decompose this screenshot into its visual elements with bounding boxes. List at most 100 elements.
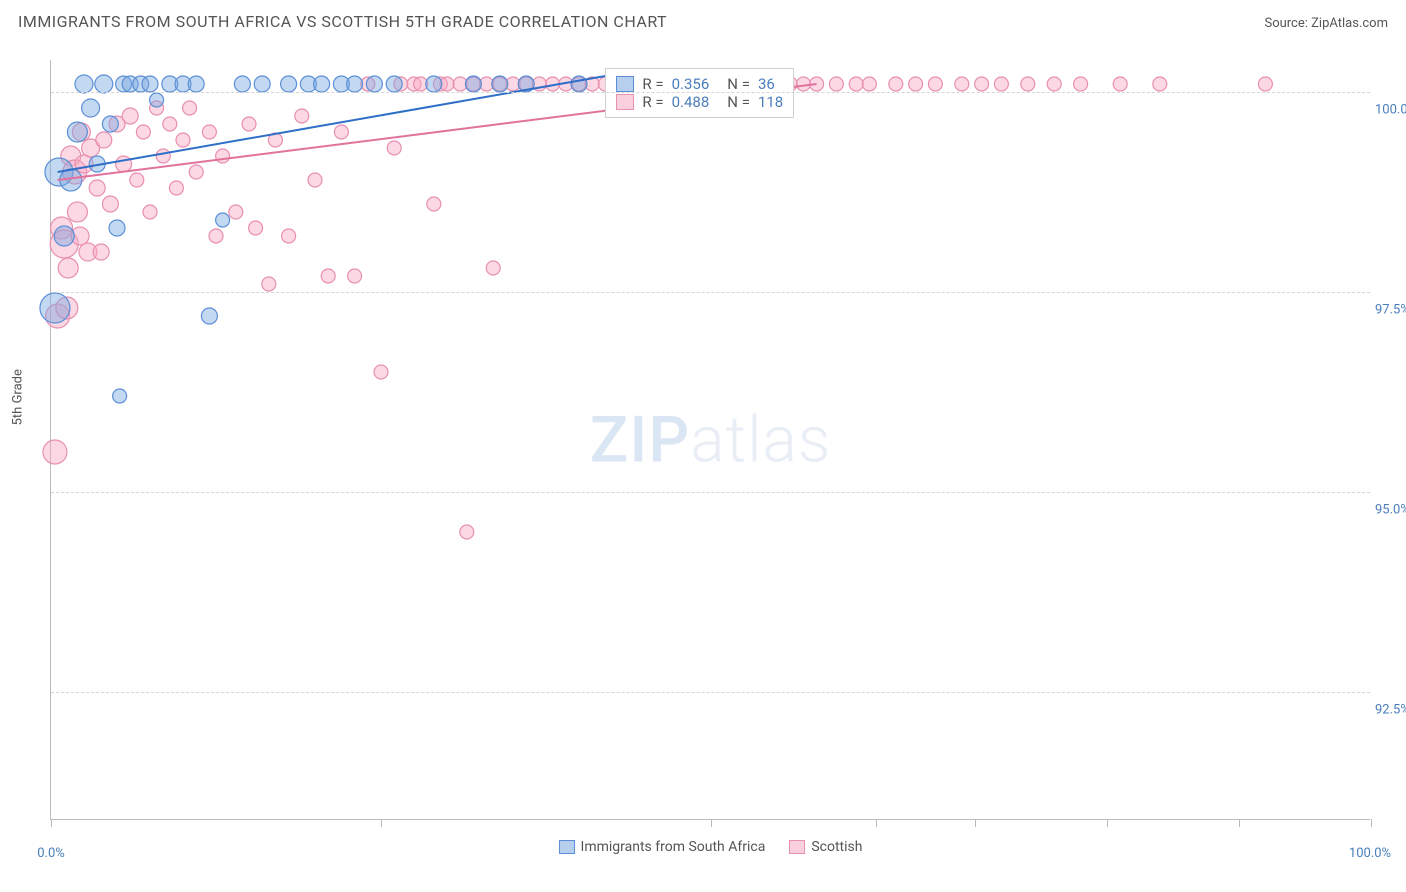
source-label: Source: ZipAtlas.com	[1264, 16, 1388, 31]
data-point	[183, 101, 197, 115]
y-tick-label: 100.0%	[1375, 103, 1406, 118]
data-point	[426, 76, 442, 92]
bottom-legend-item: Immigrants from South Africa	[559, 839, 766, 855]
bottom-legend: Immigrants from South Africa Scottish	[559, 839, 863, 855]
data-point	[202, 125, 216, 139]
scatter-svg	[51, 60, 1370, 819]
data-point	[189, 165, 203, 179]
x-axis-max-label: 100.0%	[1349, 846, 1391, 861]
x-axis-min-label: 0.0%	[37, 846, 65, 861]
x-tick	[1371, 819, 1372, 827]
x-tick	[711, 819, 712, 827]
data-point	[169, 181, 183, 195]
grid-line	[51, 492, 1370, 493]
data-point	[95, 75, 113, 93]
data-point	[796, 77, 810, 91]
data-point	[486, 261, 500, 275]
y-axis-label: 5th Grade	[11, 369, 26, 425]
data-point	[109, 220, 125, 236]
data-point	[93, 244, 109, 260]
y-tick-label: 92.5%	[1375, 703, 1406, 718]
x-tick	[1107, 819, 1108, 827]
y-tick-label: 97.5%	[1375, 303, 1406, 318]
data-point	[75, 75, 93, 93]
data-point	[282, 229, 296, 243]
data-point	[928, 77, 942, 91]
data-point	[465, 76, 481, 92]
legend-swatch	[789, 840, 805, 854]
chart-plot-area: ZIPatlas R = 0.356N = 36R = 0.488N = 118…	[50, 60, 1370, 820]
data-point	[113, 389, 127, 403]
data-point	[96, 132, 112, 148]
x-tick	[975, 819, 976, 827]
data-point	[955, 77, 969, 91]
data-point	[1258, 77, 1272, 91]
data-point	[314, 76, 330, 92]
data-point	[216, 149, 230, 163]
x-tick	[876, 819, 877, 827]
data-point	[102, 116, 118, 132]
data-point	[994, 77, 1008, 91]
grid-line	[51, 292, 1370, 293]
data-point	[176, 133, 190, 147]
data-point	[387, 141, 401, 155]
data-point	[156, 149, 170, 163]
data-point	[348, 269, 362, 283]
data-point	[254, 76, 270, 92]
data-point	[201, 308, 217, 324]
legend-swatch	[616, 76, 634, 92]
data-point	[366, 76, 382, 92]
data-point	[242, 117, 256, 131]
data-point	[347, 76, 363, 92]
data-point	[67, 122, 87, 142]
data-point	[136, 125, 150, 139]
chart-title: IMMIGRANTS FROM SOUTH AFRICA VS SCOTTISH…	[18, 12, 667, 31]
data-point	[209, 229, 223, 243]
data-point	[102, 196, 118, 212]
data-point	[67, 202, 87, 222]
data-point	[460, 525, 474, 539]
data-point	[334, 125, 348, 139]
data-point	[82, 99, 100, 117]
data-point	[321, 269, 335, 283]
data-point	[889, 77, 903, 91]
data-point	[150, 93, 164, 107]
legend-swatch	[559, 840, 575, 854]
data-point	[130, 173, 144, 187]
data-point	[308, 173, 322, 187]
data-point	[229, 205, 243, 219]
x-tick	[51, 819, 52, 827]
data-point	[43, 440, 67, 464]
data-point	[58, 258, 78, 278]
data-point	[116, 156, 132, 172]
data-point	[40, 293, 70, 323]
data-point	[188, 76, 204, 92]
data-point	[849, 77, 863, 91]
grid-line	[51, 92, 1370, 93]
data-point	[142, 76, 158, 92]
data-point	[163, 117, 177, 131]
data-point	[122, 108, 138, 124]
data-point	[1113, 77, 1127, 91]
legend-row: R = 0.356N = 36	[616, 75, 783, 93]
data-point	[862, 77, 876, 91]
data-point	[1074, 77, 1088, 91]
data-point	[909, 77, 923, 91]
data-point	[1021, 77, 1035, 91]
y-tick-label: 95.0%	[1375, 503, 1406, 518]
data-point	[295, 109, 309, 123]
data-point	[1153, 77, 1167, 91]
data-point	[234, 76, 250, 92]
data-point	[249, 221, 263, 235]
data-point	[216, 213, 230, 227]
data-point	[829, 77, 843, 91]
bottom-legend-item: Scottish	[789, 839, 862, 855]
legend-row: R = 0.488N = 118	[616, 93, 783, 111]
legend-swatch	[616, 94, 634, 110]
x-tick	[1239, 819, 1240, 827]
data-point	[281, 76, 297, 92]
data-point	[571, 76, 587, 92]
data-point	[492, 76, 508, 92]
data-point	[374, 365, 388, 379]
data-point	[89, 180, 105, 196]
